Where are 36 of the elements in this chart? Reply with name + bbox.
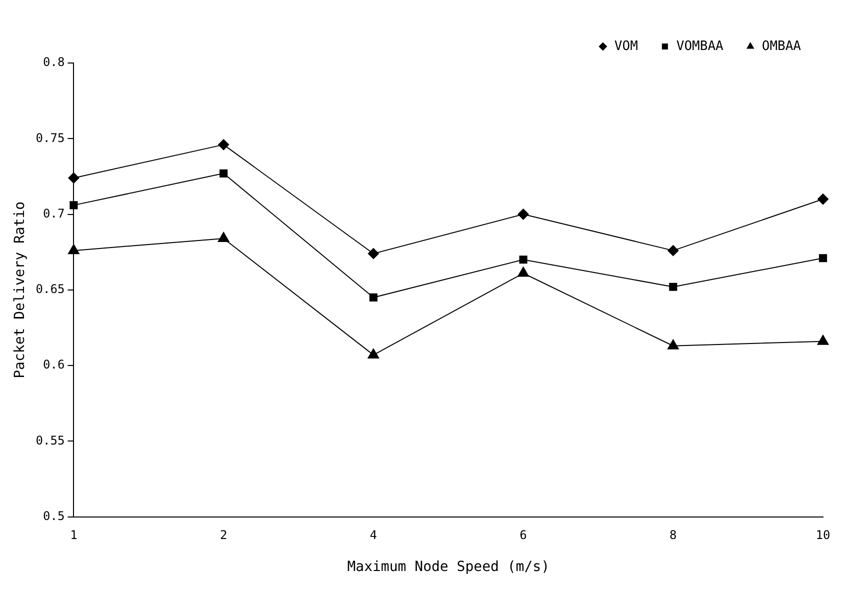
- y-tick-label: 0.7: [43, 206, 65, 220]
- y-tick-label: 0.8: [43, 55, 65, 70]
- x-tick-label: 10: [816, 528, 830, 542]
- y-tick-label: 0.6: [43, 358, 65, 372]
- legend-label: VOM: [614, 38, 638, 54]
- point: [368, 248, 379, 260]
- point: [218, 139, 230, 150]
- y-tick-label: 0.75: [36, 130, 65, 145]
- x-axis-title: Maximum Node Speed (m/s): [347, 559, 550, 576]
- y-tick-label: 0.5: [43, 508, 65, 523]
- point: [817, 334, 829, 345]
- legend-label: VOMBAA: [676, 38, 724, 54]
- point: [220, 169, 228, 178]
- x-tick-label: 6: [520, 528, 527, 542]
- point: [667, 339, 679, 350]
- point: [369, 293, 378, 302]
- y-tick-label: 0.55: [36, 433, 65, 448]
- point: [218, 232, 230, 242]
- x-tick-label: 4: [370, 528, 378, 542]
- y-axis-title: Packet Delivery Ratio: [12, 201, 28, 378]
- x-tick-label: 8: [670, 528, 677, 542]
- point: [68, 244, 80, 254]
- point: [70, 201, 78, 210]
- point: [368, 348, 380, 358]
- point: [818, 194, 828, 205]
- point: [518, 208, 529, 220]
- y-tick-label: 0.65: [36, 282, 65, 296]
- point: [669, 282, 678, 291]
- point: [818, 254, 828, 262]
- point: [519, 256, 528, 264]
- x-tick-label: 1: [70, 528, 78, 542]
- x-tick-label: 2: [220, 528, 228, 542]
- legend-label: OMBAA: [762, 38, 802, 54]
- point: [518, 266, 529, 277]
- point: [68, 172, 80, 184]
- point: [668, 245, 679, 256]
